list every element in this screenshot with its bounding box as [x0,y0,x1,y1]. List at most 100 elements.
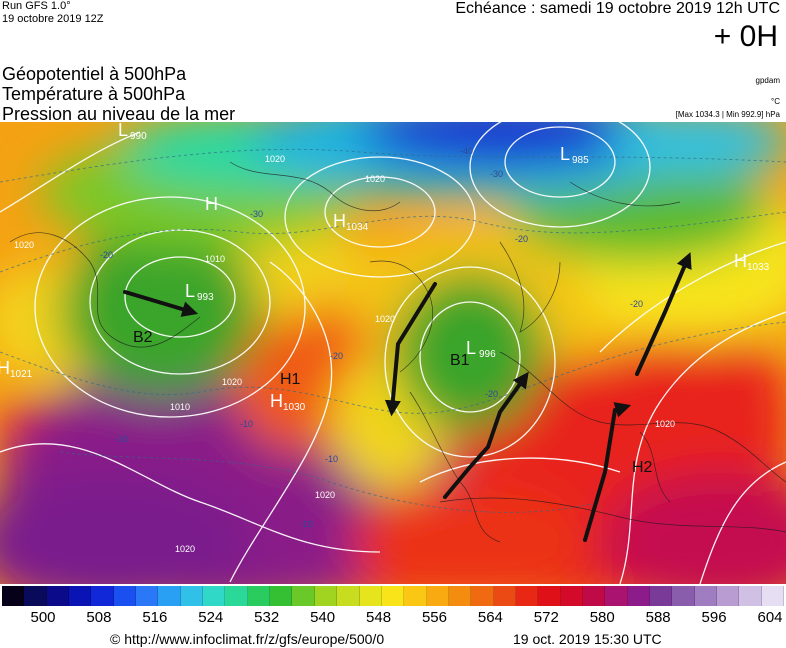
low-center: L 990 [118,122,147,142]
svg-text:985: 985 [572,155,589,166]
annotations: B2 B1 H1 H2 [133,329,653,476]
annotation-h1: H1 [280,371,301,388]
isobar-label: 1020 [14,240,34,250]
scale-swatch [24,586,47,606]
scale-tick-label: 556 [421,609,447,626]
run-label: Run GFS 1.0° [2,0,71,12]
scale-swatch [649,586,673,606]
variable-geopotential: Géopotentiel à 500hPa [2,64,187,84]
scale-swatch [538,586,561,606]
low-center: L 996 [466,338,496,360]
generation-timestamp: 19 oct. 2019 15:30 UTC [513,631,662,647]
color-scale [2,586,785,606]
svg-text:L: L [560,144,570,164]
svg-text:H: H [270,391,283,411]
temp-label: -10 [300,519,313,529]
scale-swatch [337,586,360,606]
isobar-labels: 1020 1010 1020 1020 1010 1020 1020 1020 … [14,154,675,554]
scale-tick-label: 572 [533,609,559,626]
scale-swatch [46,586,70,606]
weather-map: 1020 1010 1020 1020 1010 1020 1020 1020 … [0,122,786,584]
scale-swatch [560,586,583,606]
high-center: H 1033 [734,251,770,273]
temp-label: -20 [485,389,498,399]
scale-swatch [91,586,114,606]
scale-swatch [426,586,449,606]
isobar-label: 1020 [222,377,242,387]
scale-swatch [180,586,204,606]
scale-swatch [582,586,606,606]
flow-arrows [123,252,692,542]
scale-swatch [270,586,293,606]
svg-text:H: H [333,211,346,231]
scale-swatch [136,586,159,606]
svg-text:H: H [0,358,10,378]
temp-label: -20 [630,299,643,309]
high-center: H [205,194,218,214]
annotation-b1: B1 [450,352,470,369]
scale-tick-label: 508 [86,609,112,626]
svg-text:990: 990 [130,131,147,142]
isobar-label: 1020 [375,314,395,324]
temp-label: -10 [240,419,253,429]
high-center: H 1034 [333,211,369,233]
scale-swatch [605,586,628,606]
low-center: L 993 [185,281,214,303]
scale-swatch [247,586,271,606]
isotherms [0,148,786,513]
scale-swatch [113,586,137,606]
scale-swatch [471,586,494,606]
temp-label: -20 [330,351,343,361]
scale-ticks: 500 508 516 524 532 540 548 556 564 572 580 588 596 6… [0,609,786,627]
scale-swatch [292,586,315,606]
isobar-label: 1020 [265,154,285,164]
annotation-h2: H2 [632,459,653,476]
variable-temperature: Température à 500hPa [2,84,186,104]
scale-tick-label: 588 [645,609,671,626]
svg-text:1034: 1034 [346,222,369,233]
scale-tick-label: 500 [30,609,56,626]
variable-pressure: Pression au niveau de la mer [2,104,236,124]
svg-text:996: 996 [479,349,496,360]
arrow-mediterranean [583,402,632,542]
echeance-label: Echéance : samedi 19 octobre 2019 12h UT… [455,0,780,17]
annotation-b2: B2 [133,329,153,346]
arrow-b2 [123,290,199,317]
unit-geopotential: gpdam [755,76,780,85]
svg-text:1021: 1021 [10,369,33,380]
svg-text:H: H [205,194,218,214]
scale-swatch [2,586,25,606]
pressure-centers: L 990 L 985 H H 1034 H 1033 L 993 L 996 H 1021 … [0,122,770,413]
isobar-label: 1020 [175,544,195,554]
arrow-east [635,252,692,376]
scale-tick-label: 532 [254,609,280,626]
scale-tick-label: 516 [142,609,168,626]
high-center: H 1030 [270,391,306,413]
high-center: H 1021 [0,358,33,380]
geopotential-fill [0,122,786,584]
scale-swatch [493,586,516,606]
scale-swatch [739,586,762,606]
scale-swatch [359,586,382,606]
temp-label: -40 [460,146,473,156]
temp-label: -10 [115,434,128,444]
scale-tick-label: 540 [310,609,336,626]
scale-swatch [381,586,405,606]
temp-label: -20 [100,250,113,260]
isobar-label: 1020 [315,490,335,500]
isobars [0,122,786,584]
temp-label: -30 [490,169,503,179]
isobar-label: 1010 [205,254,225,264]
scale-swatch [627,586,650,606]
low-center: L 985 [560,144,589,166]
scale-swatch [203,586,226,606]
svg-text:L: L [118,122,128,140]
run-date: 19 octobre 2019 12Z [2,13,104,25]
isobar-label: 1010 [170,402,190,412]
scale-swatch [158,586,181,606]
svg-text:1030: 1030 [283,402,306,413]
svg-text:L: L [466,338,476,358]
scale-tick-label: 604 [757,609,783,626]
svg-text:L: L [185,281,195,301]
svg-text:993: 993 [197,292,214,303]
